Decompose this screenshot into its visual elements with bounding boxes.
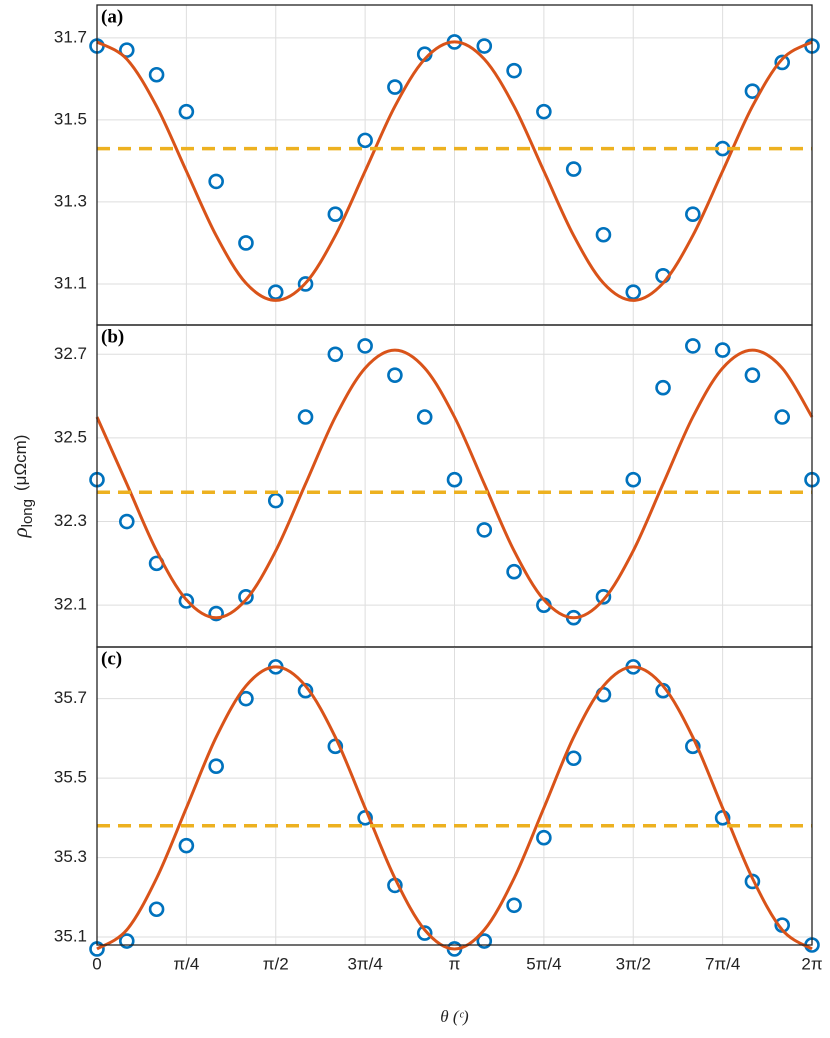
data-point: [118, 42, 135, 58]
data-point: [565, 750, 582, 767]
data-point: [297, 409, 314, 425]
x-axis-label: θ (ᶜ): [440, 1007, 469, 1026]
data-point: [327, 206, 344, 223]
data-point: [506, 563, 522, 580]
x-tick-label: π/2: [263, 954, 289, 973]
data-point: [238, 235, 254, 251]
y-label-unit: (μΩcm): [11, 435, 30, 492]
data-point: [118, 933, 135, 949]
data-point: [685, 206, 701, 223]
data-point: [416, 409, 433, 425]
fit-line: [96, 40, 813, 302]
data-point: [148, 66, 165, 83]
data-point: [506, 62, 522, 79]
data-point: [267, 284, 284, 300]
y-label-symbol: ρ: [8, 527, 32, 538]
y-tick-label: 31.5: [54, 109, 87, 128]
data-point: [744, 367, 761, 383]
x-tick-label: 5π/4: [526, 954, 561, 973]
data-point: [118, 513, 135, 530]
data-point: [744, 83, 761, 99]
data-point: [148, 901, 165, 918]
y-axis-label: ρlong (μΩcm): [8, 435, 36, 539]
fit-line: [95, 348, 814, 620]
data-point: [327, 346, 344, 363]
data-point: [536, 103, 552, 120]
panel-label: (a): [101, 6, 123, 27]
y-tick-label: 31.3: [54, 191, 87, 210]
x-tick-label: π: [449, 954, 461, 973]
y-tick-label: 32.3: [54, 511, 87, 530]
data-point: [208, 173, 224, 190]
panel-label: (b): [101, 326, 124, 347]
data-point: [714, 342, 731, 358]
y-tick-label: 35.3: [54, 847, 87, 866]
data-point: [476, 38, 493, 54]
panel: 0 π/4 π/2 3π/4 π 5π/4 3π/2 7π/4 2π 35.1 35.3 35.5 35…: [54, 646, 823, 1026]
data-point: [208, 758, 224, 775]
y-tick-label: 31.7: [54, 27, 87, 46]
data-point: [625, 284, 642, 300]
x-tick-label: 0: [92, 954, 101, 973]
panel-label: (c): [101, 648, 122, 669]
plot-frame: [96, 646, 813, 946]
x-tick-label: 7π/4: [705, 954, 740, 973]
y-tick-label: 35.7: [54, 688, 87, 707]
fit-line: [96, 665, 813, 951]
data-point: [774, 409, 791, 425]
x-tick-label: 3π/2: [616, 954, 651, 973]
x-tick-label: 2π: [801, 954, 822, 973]
y-tick-label: 31.1: [54, 273, 87, 292]
data-point: [565, 161, 582, 177]
data-point: [476, 933, 493, 949]
data-point: [387, 367, 403, 383]
data-point: [506, 897, 522, 914]
data-point: [387, 79, 403, 95]
data-point: [595, 226, 612, 243]
y-tick-label: 35.5: [54, 768, 87, 787]
y-tick-label: 32.5: [54, 427, 87, 446]
data-point: [357, 132, 373, 149]
data-point: [625, 471, 642, 488]
y-tick-label: 32.7: [54, 344, 87, 363]
data-point: [446, 471, 463, 488]
panel: 31.1 31.3 31.5 31.7 (a): [54, 4, 820, 326]
data-point: [238, 690, 254, 707]
data-point: [267, 492, 284, 509]
data-point: [655, 379, 671, 396]
y-tick-label: 32.1: [54, 595, 87, 614]
data-point: [536, 829, 552, 846]
y-tick-label: 35.1: [54, 927, 87, 946]
data-point: [685, 338, 701, 354]
data-point: [178, 103, 195, 120]
data-point: [774, 54, 791, 71]
panel: 32.1 32.3 32.5 32.7 (b) ρlong (μΩcm): [8, 324, 820, 648]
y-label-subscript: long: [19, 499, 36, 527]
data-point: [357, 338, 373, 354]
x-tick-label: 3π/4: [347, 954, 382, 973]
x-tick-label: π/4: [173, 954, 199, 973]
data-point: [416, 925, 433, 941]
data-point: [476, 522, 493, 538]
data-point: [178, 837, 195, 854]
